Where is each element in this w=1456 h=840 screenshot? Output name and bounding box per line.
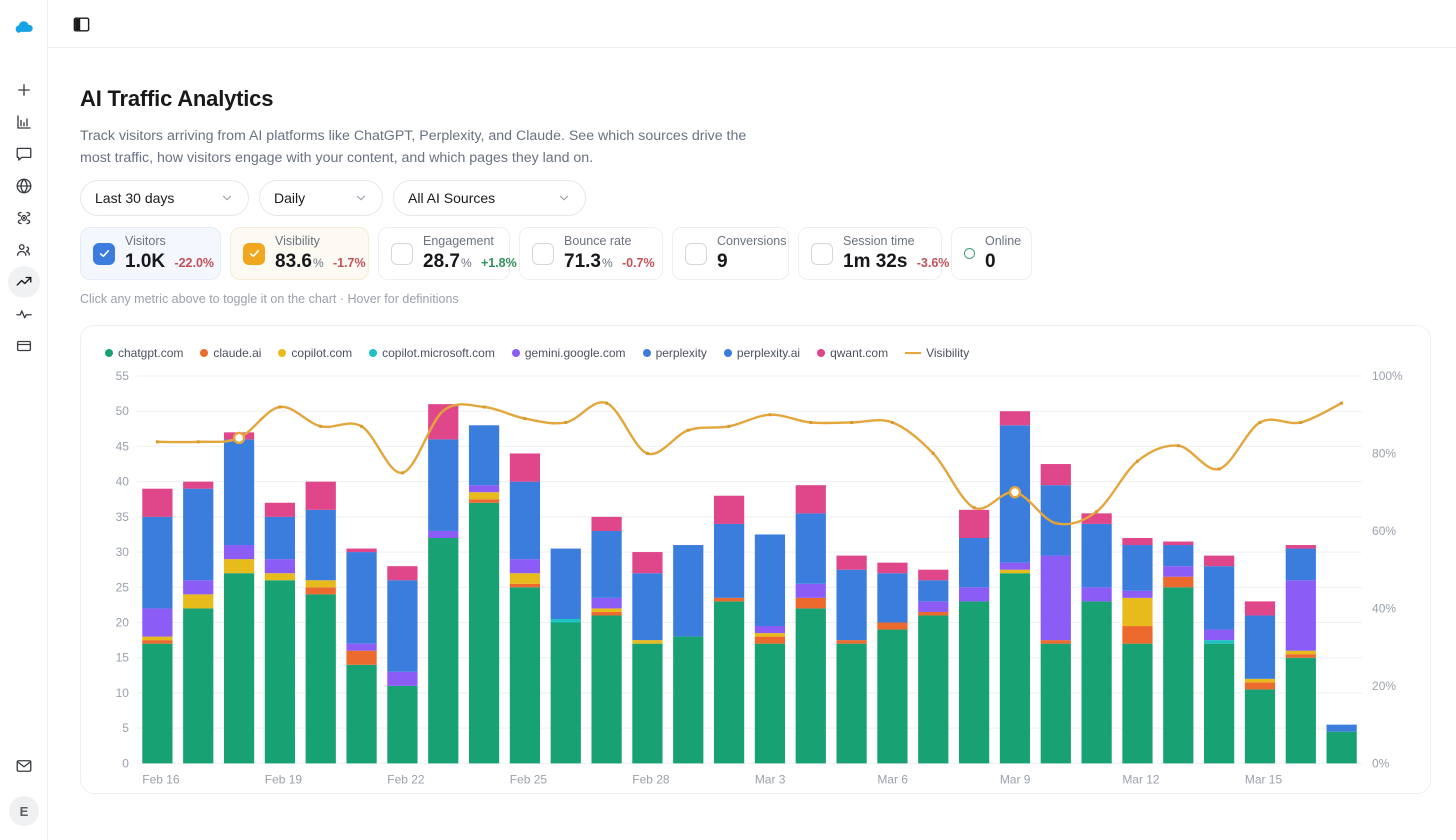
svg-text:Mar 3: Mar 3 (755, 772, 786, 786)
svg-text:50: 50 (116, 404, 130, 418)
svg-text:5: 5 (122, 721, 129, 735)
svg-text:0: 0 (122, 756, 129, 770)
svg-text:Mar 15: Mar 15 (1245, 772, 1283, 786)
svg-text:60%: 60% (1372, 524, 1396, 538)
svg-text:0%: 0% (1372, 756, 1390, 770)
svg-text:35: 35 (116, 510, 130, 524)
svg-text:30: 30 (116, 545, 130, 559)
svg-text:Feb 25: Feb 25 (510, 772, 548, 786)
svg-text:Feb 19: Feb 19 (265, 772, 303, 786)
svg-text:45: 45 (116, 439, 130, 453)
svg-text:55: 55 (116, 370, 130, 383)
svg-text:20: 20 (116, 616, 130, 630)
svg-text:Feb 22: Feb 22 (387, 772, 425, 786)
svg-text:15: 15 (116, 651, 130, 665)
svg-text:20%: 20% (1372, 679, 1396, 693)
svg-text:Feb 28: Feb 28 (632, 772, 670, 786)
svg-text:25: 25 (116, 580, 130, 594)
svg-text:40: 40 (116, 475, 130, 489)
svg-text:Mar 12: Mar 12 (1122, 772, 1160, 786)
svg-text:40%: 40% (1372, 601, 1396, 615)
svg-text:Mar 9: Mar 9 (1000, 772, 1031, 786)
svg-text:10: 10 (116, 686, 130, 700)
svg-text:Feb 16: Feb 16 (142, 772, 180, 786)
svg-text:80%: 80% (1372, 446, 1396, 460)
svg-text:100%: 100% (1372, 370, 1403, 383)
svg-text:Mar 6: Mar 6 (877, 772, 908, 786)
